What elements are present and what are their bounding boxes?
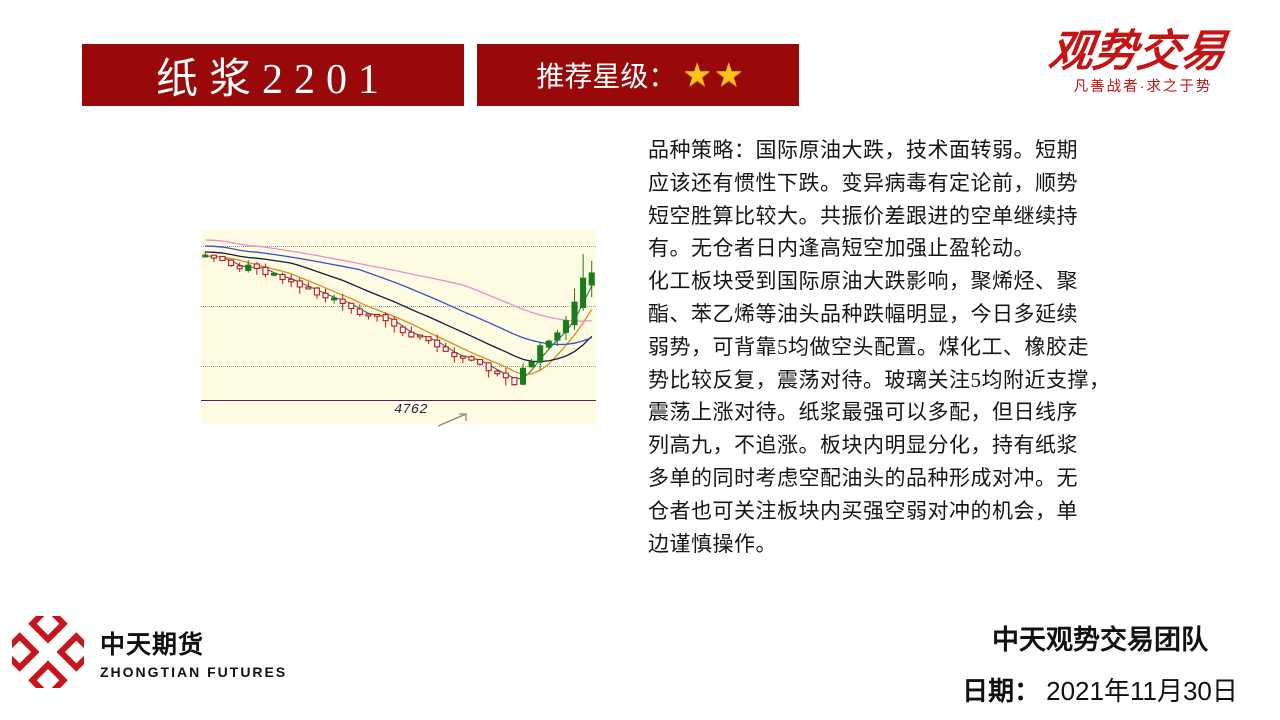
svg-text:凡善战者·求之于势: 凡善战者·求之于势 — [1074, 78, 1213, 95]
svg-text:观势交易: 观势交易 — [1046, 27, 1232, 76]
